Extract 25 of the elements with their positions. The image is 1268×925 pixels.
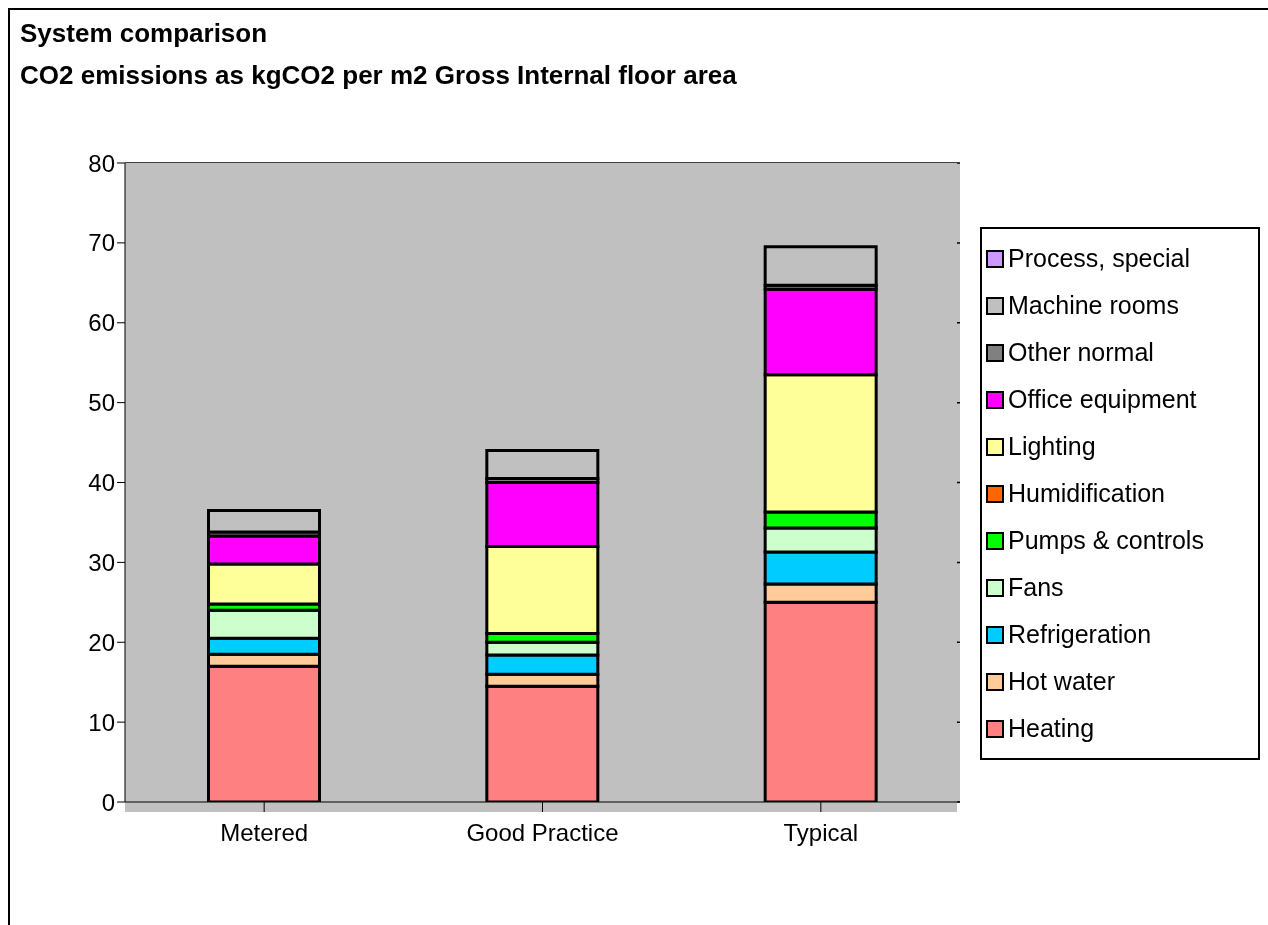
chart-title: System comparison <box>20 18 268 49</box>
legend-label: Refrigeration <box>1008 620 1152 649</box>
legend-label: Process, special <box>1008 244 1191 273</box>
x-tick-label: Metered <box>220 819 309 847</box>
legend-label: Hot water <box>1008 667 1115 696</box>
legend-label: Lighting <box>1008 432 1096 461</box>
y-tick-label: 80 <box>88 149 115 177</box>
chart-subtitle: CO2 emissions as kgCO2 per m2 Gross Internal floor area <box>20 60 737 91</box>
y-tick-label: 30 <box>88 548 115 576</box>
legend-label: Fans <box>1008 573 1064 602</box>
legend-label: Other normal <box>1008 338 1154 367</box>
y-tick-label: 0 <box>101 788 115 816</box>
y-tick-label: 10 <box>88 708 115 736</box>
x-tick-label: Good Practice <box>466 819 619 847</box>
legend-label: Machine rooms <box>1008 291 1179 320</box>
legend-label: Office equipment <box>1008 385 1197 414</box>
x-tick-label: Typical <box>783 819 859 847</box>
legend-label: Humidification <box>1008 479 1166 508</box>
legend-label: Heating <box>1008 714 1095 743</box>
y-tick-label: 50 <box>88 389 115 417</box>
y-tick-label: 60 <box>88 309 115 337</box>
y-tick-label: 20 <box>88 628 115 656</box>
legend-label: Pumps & controls <box>1008 526 1204 555</box>
y-tick-label: 40 <box>88 469 115 497</box>
y-tick-label: 70 <box>88 229 115 257</box>
